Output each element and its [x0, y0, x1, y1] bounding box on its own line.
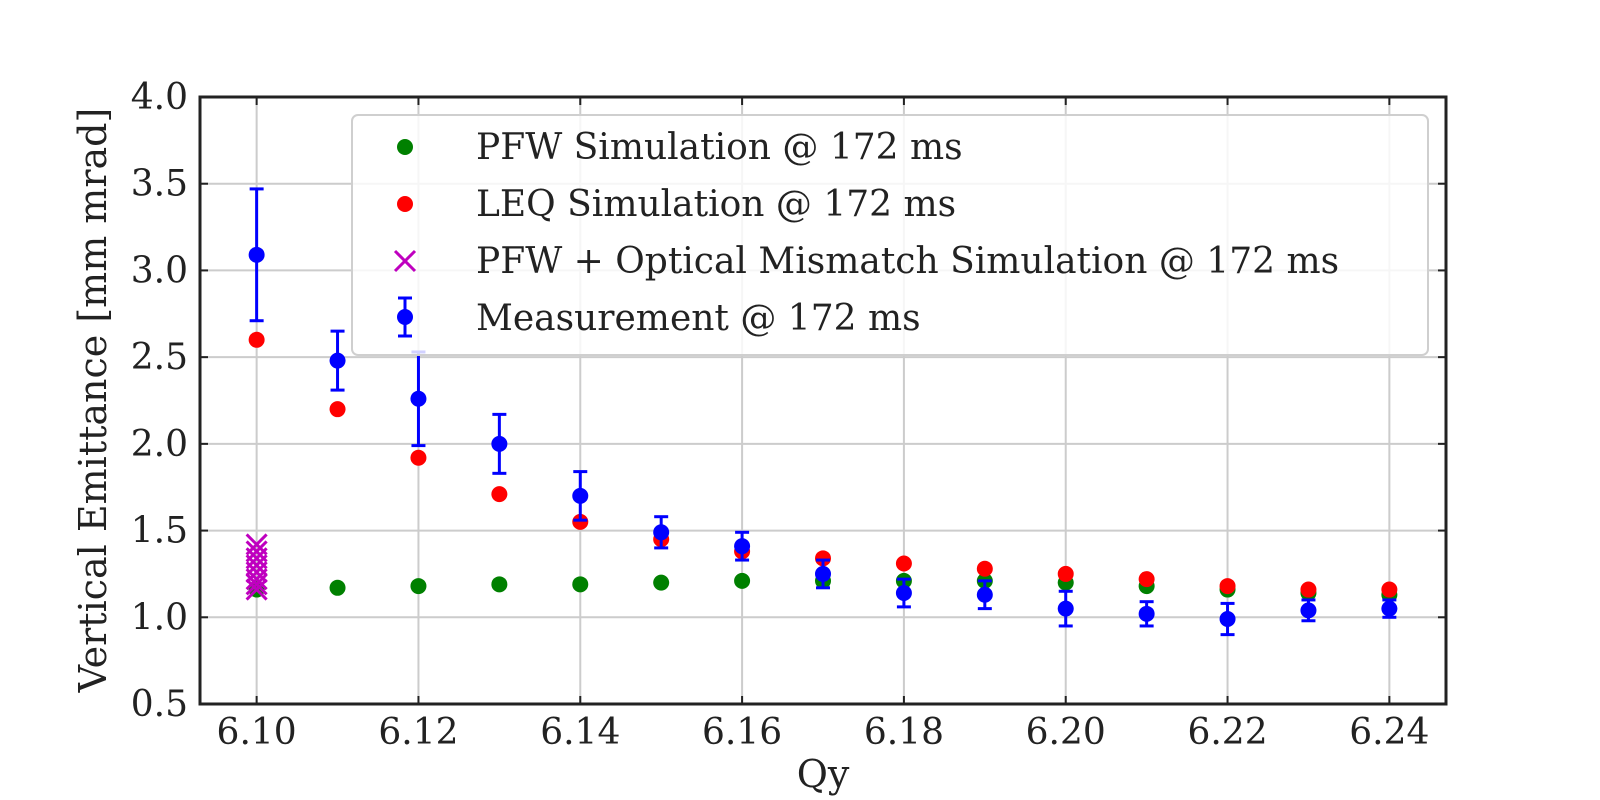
measurement-marker — [1057, 600, 1074, 617]
leq-point — [895, 555, 912, 572]
legend-label-pfw: PFW Simulation @ 172 ms — [476, 127, 963, 168]
legend-marker-mismatch — [393, 249, 417, 273]
leq-point — [976, 560, 993, 577]
legend-box — [351, 114, 1429, 356]
measurement-marker — [1300, 602, 1317, 619]
y-tick-label: 0.5 — [131, 684, 188, 725]
measurement-marker — [248, 246, 265, 263]
data-points — [245, 187, 1398, 637]
x-tick-label: 6.16 — [702, 712, 782, 753]
y-tick-label: 1.0 — [131, 597, 188, 638]
legend-item-leq: LEQ Simulation @ 172 ms — [397, 184, 956, 225]
leq-point — [1138, 571, 1155, 588]
leq-point — [491, 486, 508, 503]
x-tick-label: 6.20 — [1026, 712, 1106, 753]
pfw-point — [410, 578, 427, 595]
series-measurement — [248, 187, 1398, 637]
measurement-point — [1219, 601, 1236, 637]
legend: PFW Simulation @ 172 ms LEQ Simulation @… — [351, 114, 1429, 356]
measurement-point — [1381, 598, 1398, 619]
legend-marker-measurement — [397, 296, 413, 338]
x-axis-label: Qy — [797, 752, 850, 796]
x-tick-label: 6.14 — [540, 712, 620, 753]
y-tick-label: 4.0 — [131, 77, 188, 118]
measurement-point — [572, 470, 589, 522]
measurement-point — [1138, 600, 1155, 628]
y-tick-label: 3.0 — [131, 250, 188, 291]
y-tick-label: 2.0 — [131, 424, 188, 465]
measurement-point — [1057, 589, 1074, 628]
measurement-marker — [895, 585, 912, 602]
measurement-marker — [410, 390, 427, 407]
legend-marker-leq — [397, 196, 413, 212]
plot-frame — [198, 95, 1448, 706]
x-tick-label: 6.18 — [864, 712, 944, 753]
measurement-marker — [329, 352, 346, 369]
measurement-point — [329, 329, 346, 392]
measurement-point — [895, 577, 912, 609]
leq-point — [1300, 581, 1317, 598]
measurement-point — [653, 515, 670, 550]
leq-point — [815, 550, 831, 567]
pfw-point — [734, 572, 751, 589]
measurement-point — [248, 187, 265, 323]
mismatch-point — [245, 533, 268, 556]
x-tick-label: 6.24 — [1349, 712, 1429, 753]
mismatch-point — [245, 540, 268, 563]
legend-label-mismatch: PFW + Optical Mismatch Simulation @ 172 … — [476, 241, 1339, 282]
legend-label-leq: LEQ Simulation @ 172 ms — [476, 184, 956, 225]
x-tick-label: 6.22 — [1187, 712, 1267, 753]
x-tick-label: 6.12 — [378, 712, 458, 753]
measurement-marker — [1219, 611, 1236, 628]
measurement-marker — [976, 586, 993, 603]
leq-point — [572, 513, 589, 530]
mismatch-point-stroke — [245, 540, 268, 563]
measurement-marker — [1381, 600, 1398, 617]
series-leq — [248, 331, 1398, 598]
series-mismatch — [245, 533, 268, 601]
leq-point — [410, 449, 427, 466]
measurement-point — [976, 579, 993, 611]
leq-point — [329, 401, 346, 418]
pfw-point — [329, 579, 346, 596]
y-tick-label: 1.5 — [131, 511, 188, 552]
legend-item-measurement: Measurement @ 172 ms — [397, 296, 921, 339]
y-tick-label: 3.5 — [131, 164, 188, 205]
leq-point — [1057, 565, 1074, 582]
legend-label-measurement: Measurement @ 172 ms — [476, 298, 921, 339]
measurement-marker — [491, 435, 508, 452]
mismatch-point-stroke — [245, 578, 268, 601]
measurement-point — [491, 412, 508, 475]
pfw-point — [653, 574, 670, 591]
measurement-marker — [572, 487, 589, 504]
measurement-point — [734, 530, 751, 562]
leq-point — [1219, 578, 1236, 595]
measurement-point — [1300, 598, 1317, 623]
pfw-point — [491, 576, 508, 593]
measurement-point — [815, 558, 831, 590]
measurement-marker — [1138, 605, 1155, 622]
x-tick-label: 6.10 — [217, 712, 297, 753]
pfw-point — [572, 576, 589, 593]
mismatch-point-stroke — [245, 533, 268, 556]
legend-marker-pfw — [397, 139, 413, 155]
measurement-marker — [653, 524, 670, 541]
leq-point — [1381, 581, 1398, 598]
leq-point — [248, 331, 265, 348]
y-tick-label: 2.5 — [131, 337, 188, 378]
measurement-marker — [815, 565, 831, 582]
mismatch-point — [245, 578, 268, 601]
legend-item-pfw: PFW Simulation @ 172 ms — [397, 127, 963, 168]
axis-ticks: 6.10 6.12 6.14 6.16 6.18 6.20 6.22 6.24 0.5 1.0 1.… — [131, 77, 1446, 753]
y-axis-label: Vertical Emittance [mm mrad] — [71, 108, 115, 694]
legend-item-mismatch: PFW + Optical Mismatch Simulation @ 172 … — [393, 241, 1339, 282]
measurement-marker — [734, 538, 751, 555]
